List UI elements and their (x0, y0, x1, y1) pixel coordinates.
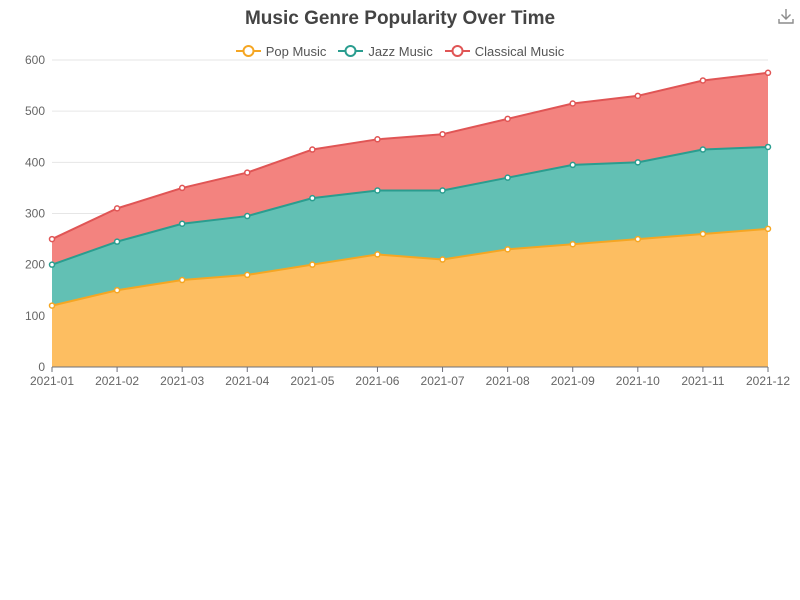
point-jazz-music[interactable] (699, 146, 707, 153)
point-jazz-music[interactable] (439, 187, 446, 194)
chart-title: Music Genre Popularity Over Time (244, 8, 556, 29)
point-classical-music[interactable] (699, 77, 707, 84)
point-classical-music[interactable] (569, 100, 576, 107)
point-pop-music[interactable] (48, 302, 56, 309)
point-jazz-music[interactable] (634, 159, 642, 166)
y-tick-label: 200 (25, 258, 45, 272)
x-tick-label: 2021-06 (355, 374, 399, 388)
point-pop-music[interactable] (439, 256, 446, 263)
x-tick-label: 2021-10 (616, 374, 660, 388)
x-tick-label: 2021-03 (160, 374, 204, 388)
point-jazz-music[interactable] (178, 220, 186, 227)
point-classical-music[interactable] (178, 184, 186, 192)
x-tick-label: 2021-05 (290, 374, 334, 388)
point-pop-music[interactable] (244, 271, 251, 279)
point-pop-music[interactable] (309, 261, 316, 268)
x-tick-label: 2021-07 (421, 374, 465, 388)
y-tick-label: 600 (25, 53, 45, 67)
point-pop-music[interactable] (699, 230, 707, 238)
line-jazz-music (51, 145, 769, 266)
point-pop-music[interactable] (634, 235, 642, 243)
point-classical-music[interactable] (244, 169, 251, 176)
point-classical-music[interactable] (439, 130, 446, 138)
point-classical-music[interactable] (48, 235, 56, 243)
legend-item-jazz-music[interactable]: Jazz Music (338, 43, 433, 59)
legend-label: Pop Music (265, 43, 327, 59)
area-classical-music (52, 72, 768, 265)
chart-legend: Pop Music Jazz Music Classical Music (0, 42, 800, 60)
line-classical-music (51, 71, 769, 240)
point-classical-music[interactable] (309, 146, 316, 153)
y-tick-label: 0 (38, 360, 45, 374)
point-pop-music[interactable] (504, 246, 511, 253)
x-tick-label: 2021-12 (746, 374, 790, 388)
point-classical-music[interactable] (634, 92, 642, 100)
area-pop-music (52, 228, 768, 367)
point-jazz-music[interactable] (569, 161, 576, 169)
point-jazz-music[interactable] (113, 238, 121, 245)
legend-label: Classical Music (474, 43, 565, 59)
y-tick-label: 500 (25, 104, 45, 118)
point-pop-music[interactable] (113, 287, 121, 294)
point-jazz-music[interactable] (764, 143, 772, 151)
download-icon[interactable] (776, 6, 796, 26)
point-classical-music[interactable] (374, 136, 381, 143)
y-tick-label: 100 (25, 309, 45, 323)
point-jazz-music[interactable] (244, 212, 251, 220)
y-tick-label: 400 (25, 155, 45, 169)
area-jazz-music (52, 146, 768, 306)
point-classical-music[interactable] (504, 115, 511, 123)
x-tick-label: 2021-08 (486, 374, 530, 388)
x-tick-label: 2021-04 (225, 374, 269, 388)
x-tick-label: 2021-02 (95, 374, 139, 388)
line-pop-music (51, 227, 769, 307)
legend-label: Jazz Music (368, 43, 433, 59)
legend-marker-icon (444, 45, 470, 57)
point-pop-music[interactable] (374, 251, 381, 258)
legend-marker-icon (235, 45, 261, 57)
point-jazz-music[interactable] (48, 261, 56, 268)
legend-item-pop-music[interactable]: Pop Music (235, 43, 327, 59)
x-tick-label: 2021-11 (681, 374, 724, 388)
x-tick-label: 2021-09 (551, 374, 595, 388)
point-pop-music[interactable] (178, 276, 186, 284)
point-classical-music[interactable] (113, 205, 121, 212)
point-pop-music[interactable] (569, 240, 576, 248)
point-classical-music[interactable] (764, 69, 772, 77)
point-jazz-music[interactable] (309, 194, 316, 202)
y-tick-label: 300 (25, 207, 45, 221)
legend-item-classical-music[interactable]: Classical Music (444, 43, 565, 59)
point-jazz-music[interactable] (374, 187, 381, 194)
point-pop-music[interactable] (764, 225, 772, 233)
legend-marker-icon (338, 45, 364, 57)
x-tick-label: 2021-01 (30, 374, 74, 388)
point-jazz-music[interactable] (504, 174, 511, 181)
